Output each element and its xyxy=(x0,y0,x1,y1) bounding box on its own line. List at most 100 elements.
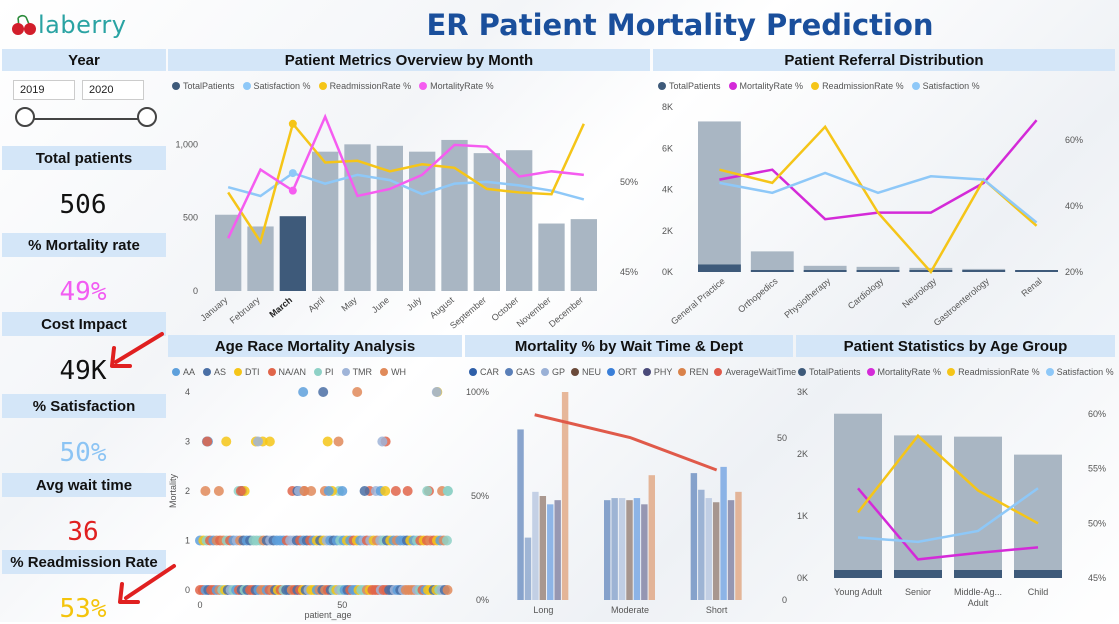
legend-item[interactable]: Satisfaction % xyxy=(911,81,980,91)
year-slider-end-handle[interactable] xyxy=(137,107,157,127)
scatter-point[interactable] xyxy=(235,486,246,496)
scatter-point[interactable] xyxy=(299,486,310,496)
legend-item[interactable]: TotalPatients xyxy=(658,81,721,91)
scatter-points[interactable] xyxy=(195,387,453,595)
scatter-point[interactable] xyxy=(442,486,453,496)
scatter-point[interactable] xyxy=(352,387,363,397)
mortalityrate---line[interactable] xyxy=(227,113,584,239)
year-slider-track[interactable] xyxy=(26,118,148,120)
bar-january[interactable] xyxy=(215,214,242,291)
legend-item[interactable]: GAS xyxy=(505,367,535,377)
legend-item[interactable]: CAR xyxy=(469,367,499,377)
bar-phy[interactable] xyxy=(554,500,561,600)
legend-item[interactable]: AverageWaitTime xyxy=(714,367,796,377)
legend-item[interactable]: TotalPatients xyxy=(172,81,235,91)
scatter-point[interactable] xyxy=(442,585,453,595)
bar-gp[interactable] xyxy=(618,498,626,600)
bar-total-patients[interactable] xyxy=(954,436,1002,578)
bar-gp[interactable] xyxy=(532,491,539,600)
scatter-point[interactable] xyxy=(213,486,224,496)
readmissionrate---line[interactable] xyxy=(719,124,1038,275)
year-from-input[interactable]: 2019 xyxy=(13,80,75,100)
scatter-point[interactable] xyxy=(253,436,264,447)
bar-ort[interactable] xyxy=(547,504,554,600)
bar-total-patients[interactable] xyxy=(894,435,942,578)
legend-item[interactable]: MortalityRate % xyxy=(866,367,941,377)
readmissionrate---line[interactable] xyxy=(857,433,1039,525)
bar-gp[interactable] xyxy=(705,498,712,600)
legend-item[interactable]: PHY xyxy=(642,367,672,377)
bar-ren[interactable] xyxy=(648,475,655,600)
bar-phy[interactable] xyxy=(727,500,735,600)
legend-item[interactable]: REN xyxy=(678,367,708,377)
scatter-point[interactable] xyxy=(298,387,309,397)
legend-item[interactable]: Satisfaction % xyxy=(1045,367,1114,377)
bar-car[interactable] xyxy=(690,473,698,600)
bar-gas[interactable] xyxy=(524,537,532,600)
bar-total-patients[interactable] xyxy=(803,265,847,272)
scatter-point[interactable] xyxy=(323,486,334,496)
bar-phy[interactable] xyxy=(641,504,648,600)
legend-item[interactable]: ORT xyxy=(607,367,637,377)
legend-item[interactable]: PI xyxy=(314,367,334,377)
legend-item[interactable]: NEU xyxy=(571,367,601,377)
legend-item[interactable]: MortalityRate % xyxy=(419,81,494,91)
scatter-point[interactable] xyxy=(431,387,442,397)
scatter-point[interactable] xyxy=(318,387,329,397)
bar-ort[interactable] xyxy=(720,466,727,600)
year-slider-start-handle[interactable] xyxy=(15,107,35,127)
bar-neu[interactable] xyxy=(626,500,633,600)
bar-may[interactable] xyxy=(344,144,371,291)
legend-item[interactable]: TotalPatients xyxy=(798,367,861,377)
bar-total-patients[interactable] xyxy=(750,251,794,272)
wait-time-chart[interactable]: 0% 50% 100% 0 50 Long Moderate Short xyxy=(465,380,793,622)
bar-september[interactable] xyxy=(473,153,500,291)
bar-total-patients[interactable] xyxy=(1014,454,1062,578)
bar-october[interactable] xyxy=(506,150,533,291)
scatter-point[interactable] xyxy=(359,486,370,496)
legend-item[interactable]: GP xyxy=(541,367,565,377)
bar-ren[interactable] xyxy=(735,491,742,600)
legend-item[interactable]: ReadmissionRate % xyxy=(318,81,411,91)
legend-item[interactable]: Satisfaction % xyxy=(242,81,311,91)
bar-car[interactable] xyxy=(517,429,524,600)
scatter-point[interactable] xyxy=(380,486,391,496)
bar-gas[interactable] xyxy=(698,489,705,600)
bar-car[interactable] xyxy=(604,500,611,600)
satisfaction---line[interactable] xyxy=(857,487,1039,544)
legend-item[interactable]: DTI xyxy=(234,367,260,377)
legend-item[interactable]: AA xyxy=(172,367,195,377)
scatter-point[interactable] xyxy=(441,535,452,546)
bar-neu[interactable] xyxy=(539,496,547,600)
bar-total-patients[interactable] xyxy=(698,121,741,272)
age-group-chart[interactable]: 0K 1K 2K 3K 45% 50% 55% 60% Young Adult Senior Mid… xyxy=(796,380,1115,622)
scatter-point[interactable] xyxy=(333,436,344,447)
scatter-point[interactable] xyxy=(422,486,433,496)
year-to-input[interactable]: 2020 xyxy=(82,80,144,100)
bar-ort[interactable] xyxy=(633,498,641,600)
scatter-point[interactable] xyxy=(264,436,275,447)
bar-gas[interactable] xyxy=(611,498,618,600)
legend-item[interactable]: MortalityRate % xyxy=(728,81,803,91)
bar-february[interactable] xyxy=(247,226,274,291)
average-wait-time-line[interactable] xyxy=(534,413,718,472)
bar-december[interactable] xyxy=(570,219,597,291)
mortalityrate---line[interactable] xyxy=(719,119,1038,221)
mortality-point[interactable] xyxy=(288,186,297,195)
legend-item[interactable]: TMR xyxy=(341,367,372,377)
scatter-point[interactable] xyxy=(390,486,401,496)
scatter-point[interactable] xyxy=(402,486,413,496)
readmission-point[interactable] xyxy=(288,119,297,128)
bar-july[interactable] xyxy=(409,151,436,291)
readmissionrate---line[interactable] xyxy=(227,121,585,245)
scatter-point[interactable] xyxy=(337,486,348,496)
scatter-point[interactable] xyxy=(377,436,388,447)
mortalityrate---line[interactable] xyxy=(857,487,1039,561)
referral-chart[interactable]: 0K 2K 4K 6K 8K 20% 40% 60% General Practice Ortho… xyxy=(653,95,1115,333)
legend-item[interactable]: NA/AN xyxy=(267,367,306,377)
bar-august[interactable] xyxy=(441,139,468,291)
bar-march[interactable] xyxy=(279,216,306,291)
bar-total-patients[interactable] xyxy=(834,413,882,578)
